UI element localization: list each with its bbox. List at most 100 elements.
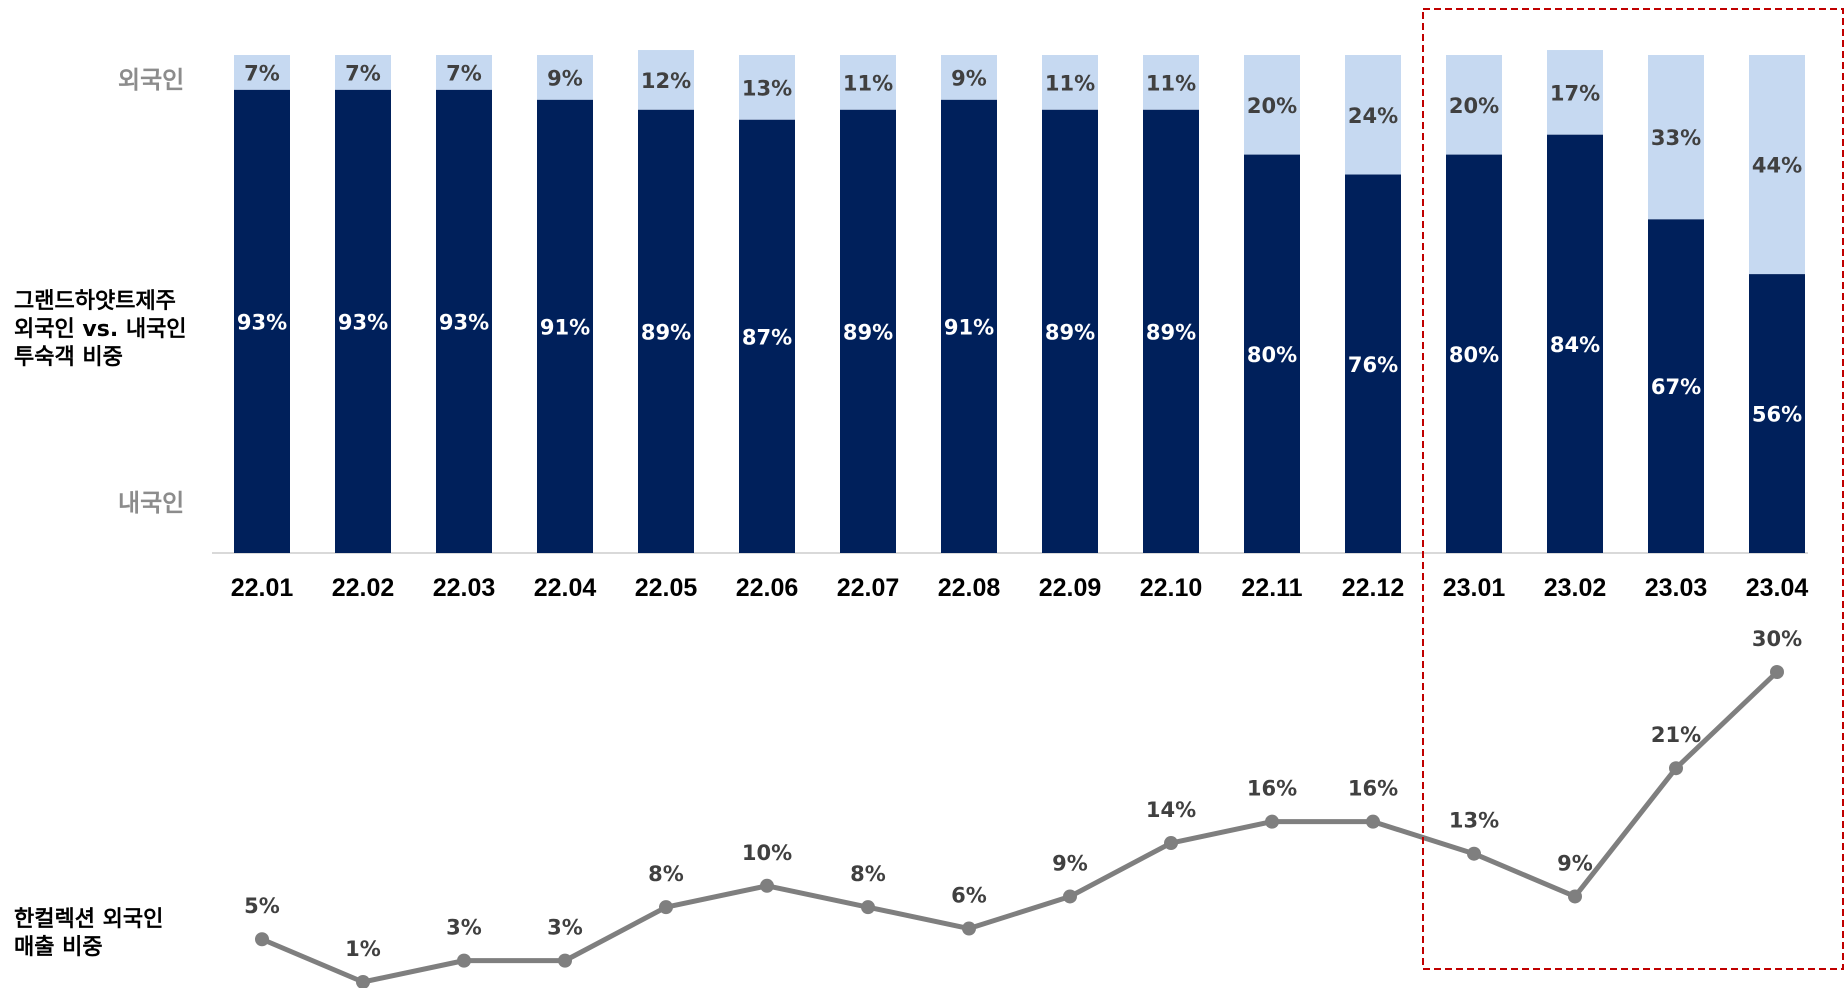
domestic-data-label: 93% (338, 310, 388, 334)
domestic-data-label: 93% (439, 310, 489, 334)
foreign-bar-segment (840, 55, 896, 110)
foreign-bar-segment (234, 55, 290, 90)
foreign-bar-segment (1244, 55, 1300, 155)
foreign-bar-segment (1749, 55, 1805, 275)
domestic-bar-segment (537, 99, 593, 553)
foreign-bar-segment (335, 55, 391, 90)
foreign-data-label: 20% (1449, 94, 1499, 118)
domestic-bar-segment (1547, 134, 1603, 553)
domestic-data-label: 89% (843, 320, 893, 344)
domestic-data-label: 89% (1146, 320, 1196, 344)
line-point (962, 921, 976, 936)
domestic-bar-segment (638, 109, 694, 553)
line-point (1265, 814, 1279, 829)
foreign-data-label: 12% (641, 69, 691, 93)
foreign-bar-segment (1446, 55, 1502, 155)
highlight-box (1422, 8, 1844, 970)
x-tick-label: 22.10 (1140, 574, 1203, 602)
line-point (255, 932, 269, 947)
x-tick-label: 23.04 (1746, 574, 1809, 602)
domestic-bar-segment (739, 119, 795, 554)
domestic-bar-segment (1042, 109, 1098, 553)
foreign-data-label: 7% (345, 61, 381, 85)
line-data-label: 14% (1146, 798, 1196, 822)
x-tick-label: 22.01 (231, 574, 294, 602)
line-point (1063, 889, 1077, 904)
line-data-label: 8% (850, 862, 886, 886)
line-series-path (261, 670, 1779, 985)
line-point (659, 900, 673, 915)
foreign-bar-segment (739, 55, 795, 120)
x-tick-label: 22.04 (534, 574, 597, 602)
domestic-data-label: 89% (641, 320, 691, 344)
domestic-data-label: 91% (540, 315, 590, 339)
foreign-data-label: 24% (1348, 104, 1398, 128)
foreign-bar-segment (1042, 55, 1098, 110)
domestic-data-label: 80% (1449, 343, 1499, 367)
line-data-label: 8% (648, 862, 684, 886)
foreign-data-label: 33% (1651, 126, 1701, 150)
domestic-data-label: 56% (1752, 403, 1802, 427)
line-point (861, 900, 875, 915)
line-point (1770, 665, 1784, 679)
foreign-data-label: 7% (244, 61, 280, 85)
x-tick-label: 22.02 (332, 574, 395, 602)
domestic-data-label: 89% (1045, 320, 1095, 344)
domestic-data-label: 91% (944, 315, 994, 339)
domestic-data-label: 87% (742, 325, 792, 349)
foreign-series-label: 외국인 (118, 66, 185, 94)
bar-chart-title-line-1: 그랜드하얏트제주 (14, 289, 176, 314)
line-data-label: 1% (345, 937, 381, 961)
foreign-data-label: 9% (951, 66, 987, 90)
x-tick-label: 23.01 (1443, 574, 1506, 602)
domestic-bar-segment (1648, 219, 1704, 553)
line-data-label: 3% (547, 916, 583, 940)
domestic-data-label: 76% (1348, 353, 1398, 377)
line-point (1669, 761, 1683, 776)
domestic-bar-segment (1446, 154, 1502, 553)
line-point (1366, 814, 1380, 829)
x-tick-label: 23.03 (1645, 574, 1708, 602)
x-tick-label: 23.02 (1544, 574, 1607, 602)
line-point (356, 975, 370, 988)
domestic-bar-segment (1244, 154, 1300, 553)
foreign-data-label: 11% (843, 71, 893, 95)
x-tick-label: 22.06 (736, 574, 799, 602)
x-tick-label: 22.07 (837, 574, 900, 602)
x-tick-label: 22.09 (1039, 574, 1102, 602)
domestic-series-label: 내국인 (118, 489, 185, 517)
domestic-bar-segment (1143, 109, 1199, 553)
line-point (1467, 846, 1481, 861)
foreign-bar-segment (941, 55, 997, 100)
line-point (760, 878, 774, 893)
domestic-data-label: 80% (1247, 343, 1297, 367)
foreign-bar-segment (537, 55, 593, 100)
foreign-data-label: 11% (1045, 71, 1095, 95)
domestic-data-label: 67% (1651, 375, 1701, 399)
line-chart-title-line-1: 한컬렉션 외국인 (14, 907, 164, 932)
foreign-bar-segment (436, 55, 492, 90)
foreign-bar-segment (1345, 55, 1401, 175)
foreign-data-label: 13% (742, 76, 792, 100)
line-data-label: 16% (1348, 777, 1398, 801)
domestic-bar-segment (335, 89, 391, 554)
x-tick-label: 22.12 (1342, 574, 1405, 602)
foreign-data-label: 9% (547, 66, 583, 90)
foreign-data-label: 44% (1752, 154, 1802, 178)
line-data-label: 6% (951, 884, 987, 908)
line-data-label: 13% (1449, 809, 1499, 833)
line-data-label: 5% (244, 894, 280, 918)
line-data-label: 10% (742, 841, 792, 865)
foreign-data-label: 11% (1146, 71, 1196, 95)
domestic-bar-segment (840, 109, 896, 553)
line-data-label: 3% (446, 916, 482, 940)
x-tick-label: 22.08 (938, 574, 1001, 602)
domestic-bar-segment (941, 99, 997, 553)
foreign-data-label: 20% (1247, 94, 1297, 118)
line-data-label: 21% (1651, 723, 1701, 747)
domestic-bar-segment (436, 89, 492, 554)
bar-chart-title-line-3: 투숙객 비중 (14, 345, 123, 370)
x-tick-label: 22.05 (635, 574, 698, 602)
bar-chart-title-line-2: 외국인 vs. 내국인 (14, 317, 187, 342)
